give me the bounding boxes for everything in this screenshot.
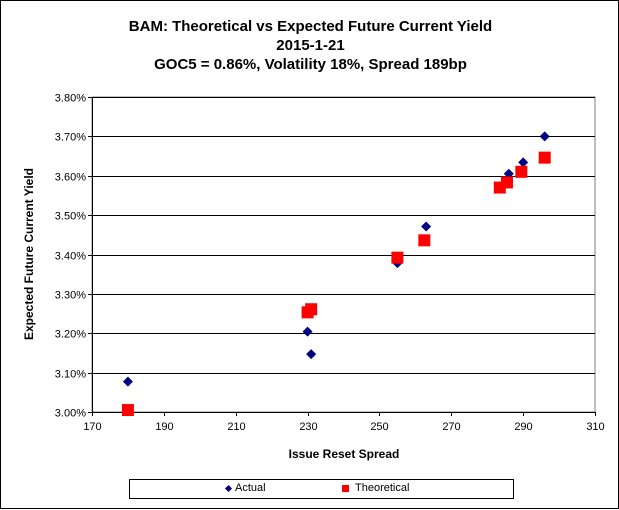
x-tick-label: 250 [370, 421, 388, 433]
legend-label-theoretical: Theoretical [355, 482, 410, 494]
actual-point [421, 221, 432, 232]
chart-title-line-1: BAM: Theoretical vs Expected Future Curr… [128, 18, 493, 35]
x-tick-label: 190 [155, 421, 173, 433]
legend-entry-actual: Actual [224, 482, 266, 494]
actual-point [518, 157, 529, 168]
y-tick-label: 3.00% [55, 408, 86, 420]
plot-area [91, 96, 596, 413]
x-tick-label: 170 [83, 421, 101, 433]
theoretical-point [515, 165, 528, 178]
y-tick-label: 3.80% [55, 93, 86, 105]
theoretical-point [418, 234, 431, 247]
y-tick-label: 3.40% [55, 251, 86, 263]
actual-point [302, 326, 313, 337]
actual-point [306, 349, 317, 360]
legend: Actual Theoretical [129, 479, 514, 499]
actual-point [539, 131, 550, 142]
legend-square-marker [342, 484, 349, 492]
actual-point [122, 376, 133, 387]
chart-title-line-3: GOC5 = 0.86%, Volatility 18%, Spread 189… [154, 56, 467, 73]
x-tick-label: 290 [514, 421, 532, 433]
legend-label-actual: Actual [235, 482, 266, 494]
chart-title-line-2: 2015-1-21 [276, 37, 345, 54]
theoretical-point [538, 151, 551, 164]
y-tick-label: 3.60% [55, 172, 86, 184]
x-tick-label: 310 [586, 421, 604, 433]
actual-point [503, 168, 514, 179]
legend-entry-theoretical: Theoretical [342, 482, 409, 494]
x-axis-label: Issue Reset Spread [288, 447, 400, 461]
x-tick-label: 230 [299, 421, 317, 433]
theoretical-point [121, 404, 134, 417]
legend-diamond-marker [224, 484, 233, 492]
theoretical-point [305, 303, 318, 316]
y-tick-label: 3.70% [55, 132, 86, 144]
y-axis-label: Expected Future Current Yield [22, 167, 36, 341]
y-tick-label: 3.50% [55, 211, 86, 223]
y-tick-label: 3.30% [55, 290, 86, 302]
y-tick-label: 3.20% [55, 329, 86, 341]
x-tick-label: 270 [442, 421, 460, 433]
theoretical-point [391, 251, 404, 264]
y-tick-label: 3.10% [55, 369, 86, 381]
x-tick-label: 210 [227, 421, 245, 433]
theoretical-point [500, 176, 513, 189]
